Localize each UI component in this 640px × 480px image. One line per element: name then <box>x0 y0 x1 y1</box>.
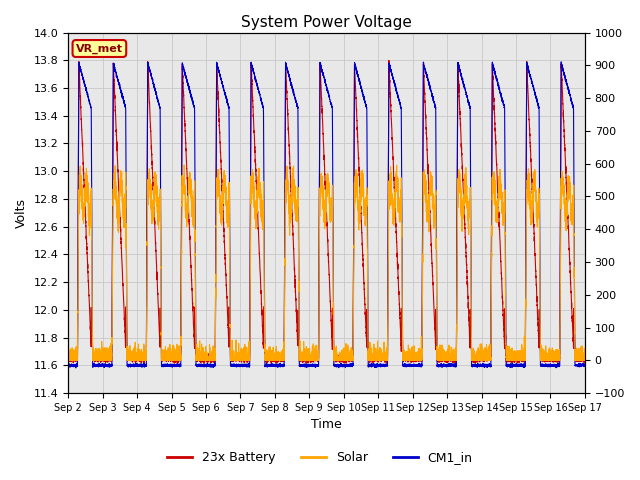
X-axis label: Time: Time <box>311 419 342 432</box>
Y-axis label: Volts: Volts <box>15 198 28 228</box>
Legend: 23x Battery, Solar, CM1_in: 23x Battery, Solar, CM1_in <box>163 446 477 469</box>
Title: System Power Voltage: System Power Voltage <box>241 15 412 30</box>
Text: VR_met: VR_met <box>76 43 123 54</box>
